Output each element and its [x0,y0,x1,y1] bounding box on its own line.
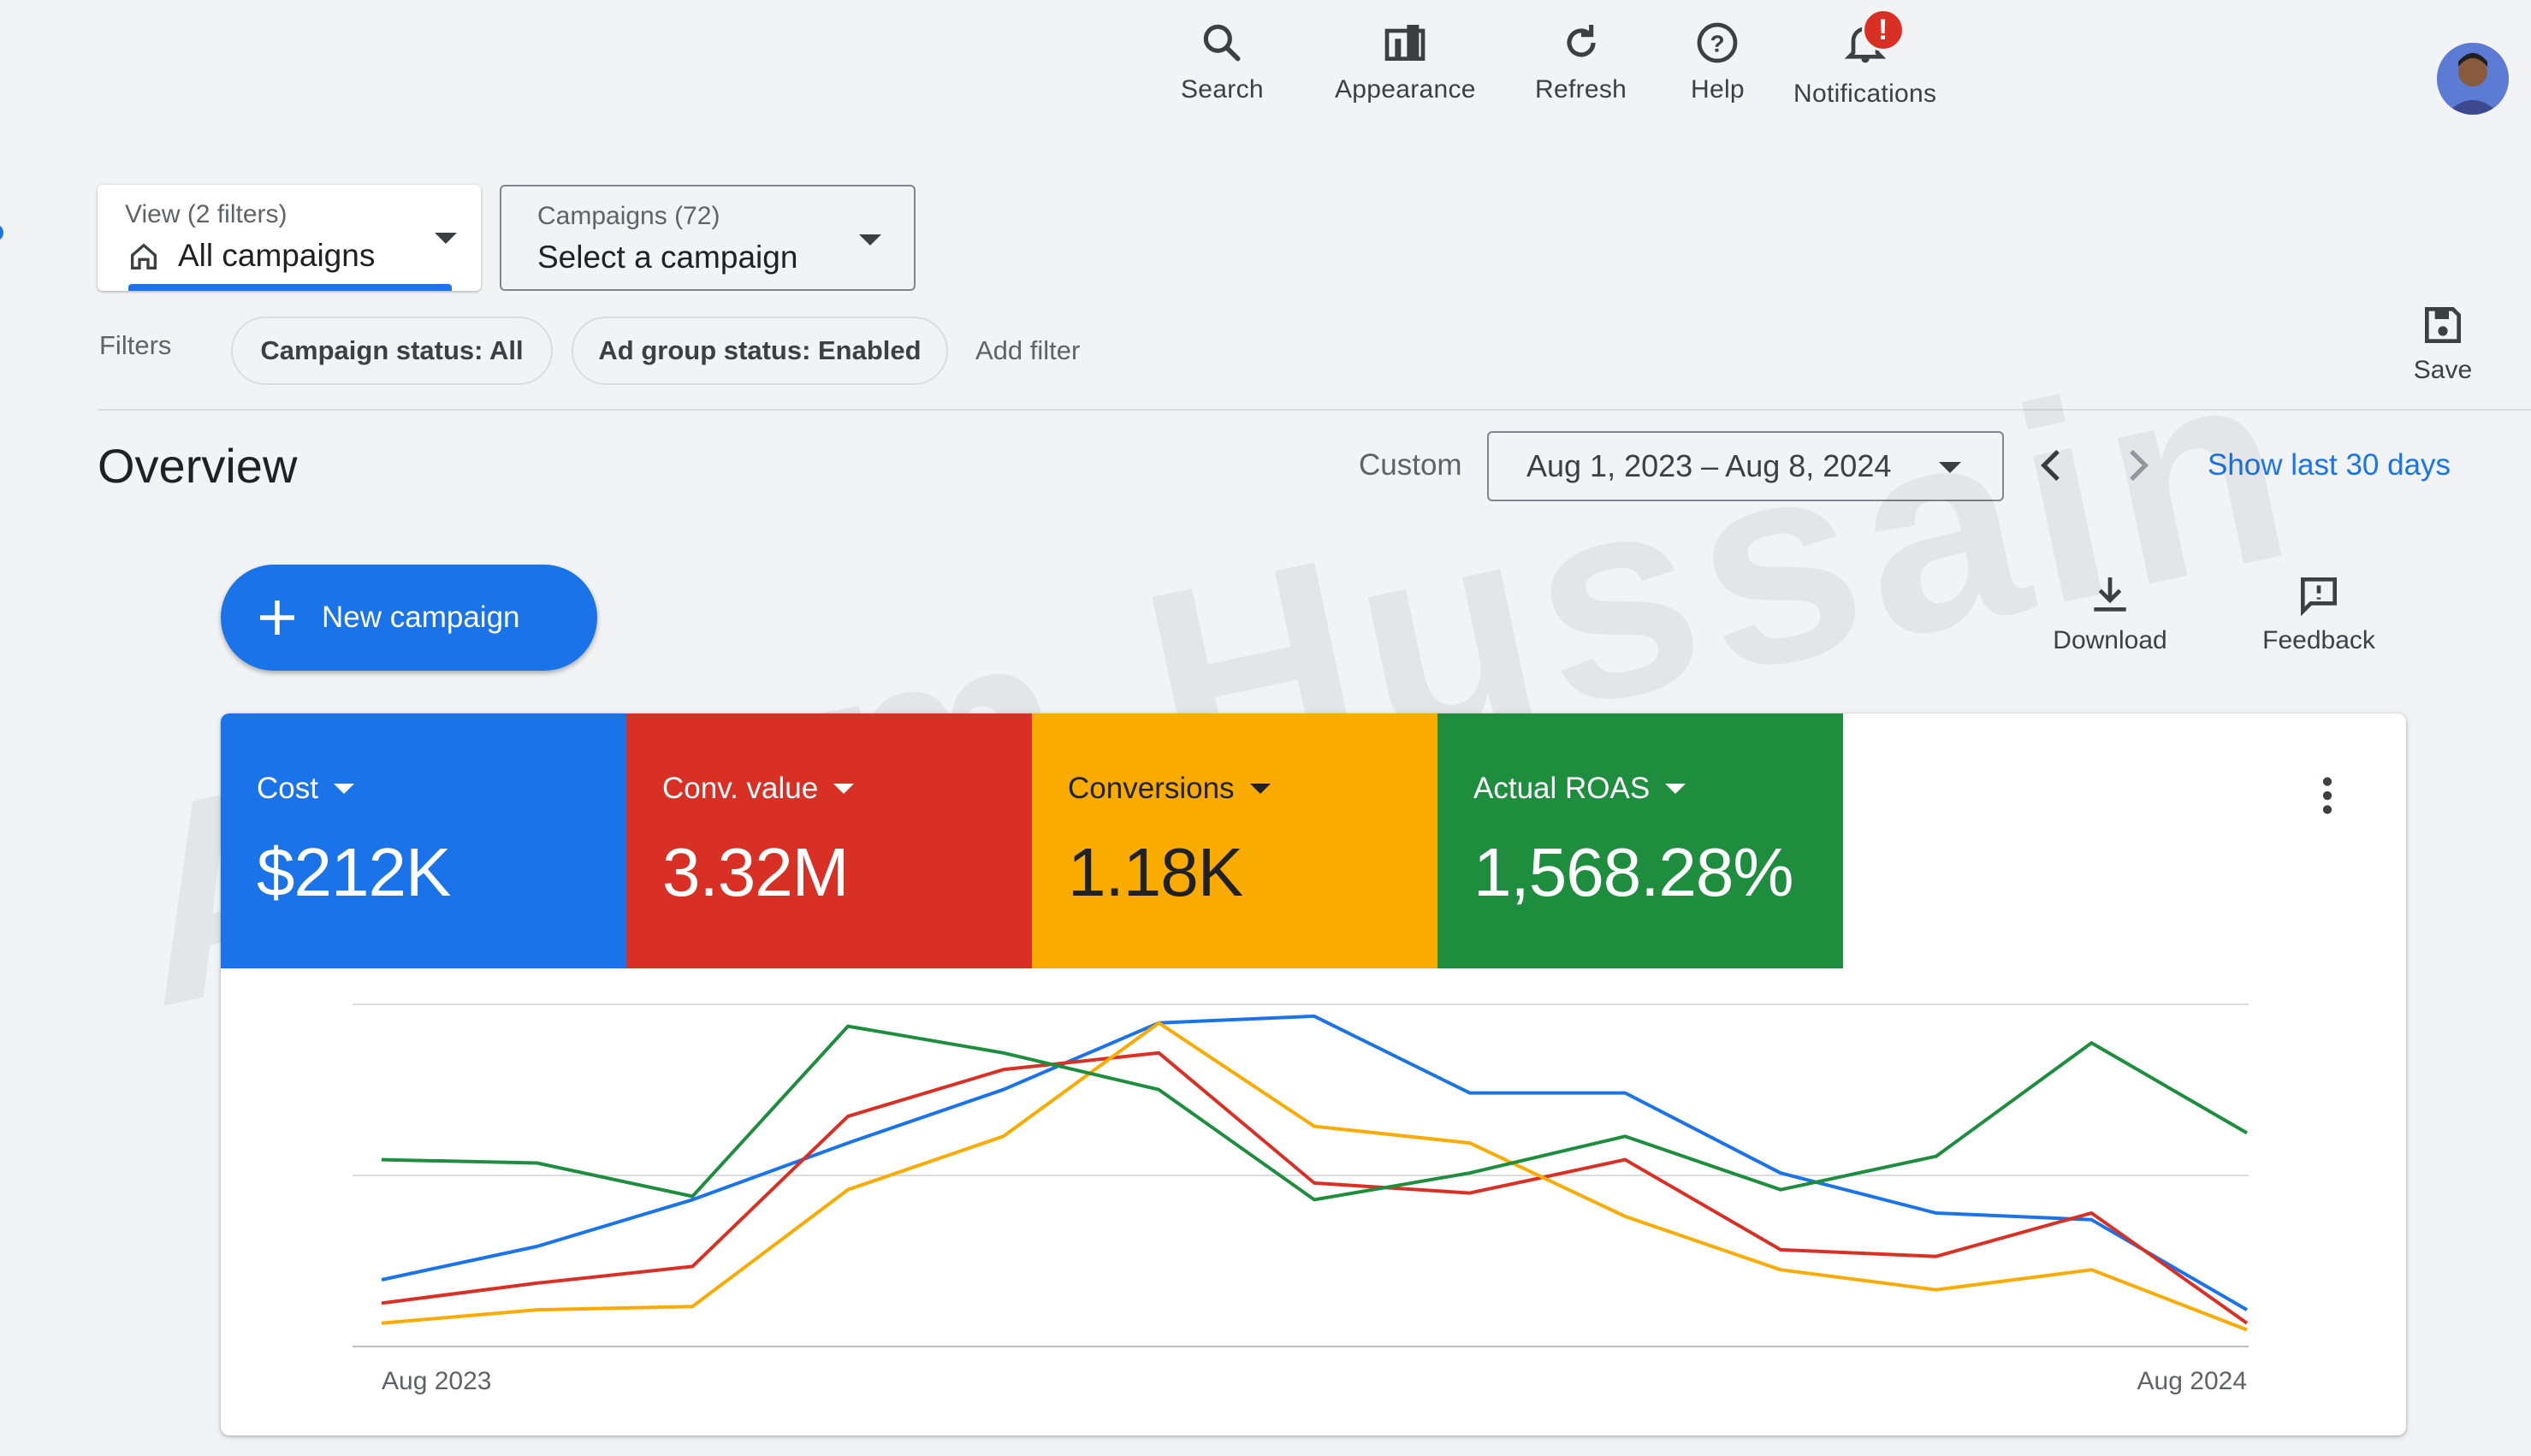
chevron-down-icon [1249,784,1271,794]
campaign-selector-value: Select a campaign [537,240,798,275]
help-icon: ? [1698,22,1738,63]
range-type-label: Custom [1359,448,1462,482]
chevron-down-icon [333,784,354,794]
refresh-label: Refresh [1535,75,1627,104]
metric-tile-conversions[interactable]: Conversions 1.18K [1032,713,1437,968]
download-icon [2094,577,2126,612]
x-tick-label: Aug 2024 [2137,1367,2247,1395]
refresh-button[interactable]: Refresh [1535,19,1627,104]
help-label: Help [1691,75,1745,104]
view-selector-value: All campaigns [178,238,376,273]
metric-tile-cost[interactable]: Cost $212K [221,713,626,968]
download-label: Download [2053,626,2167,654]
plus-icon [260,601,294,635]
view-selector[interactable]: View (2 filters) All campaigns [98,185,481,291]
view-selector-label: View (2 filters) [125,200,287,228]
feedback-icon [2301,577,2337,617]
filters-label: Filters [99,330,172,360]
feedback-button[interactable]: Feedback [2250,571,2387,655]
metric-tile-conv-value[interactable]: Conv. value 3.32M [626,713,1032,968]
series-line-actual-roas [381,1024,2249,1202]
svg-text:?: ? [1710,31,1725,57]
more-options-icon[interactable] [2310,772,2344,820]
metric-value: 1,568.28% [1473,834,1794,910]
performance-chart: Aug 2023 Aug 2024 [353,1003,2249,1395]
avatar[interactable] [2437,43,2509,115]
notifications-label: Notifications [1793,80,1937,108]
x-tick-label: Aug 2023 [382,1367,491,1395]
metric-value: 3.32M [662,834,849,910]
filter-chip-ad-group-status[interactable]: Ad group status: Enabled [572,317,948,385]
chevron-down-icon [435,233,457,244]
campaign-selector[interactable]: Campaigns (72) Select a campaign [500,185,916,291]
edge-indicator [0,224,3,241]
next-period-icon[interactable] [2113,441,2161,489]
metric-name: Cost [257,772,318,805]
divider [98,409,2531,411]
series-line-cost [381,1014,2249,1311]
filter-chip-campaign-status[interactable]: Campaign status: All [231,317,553,385]
search-icon [1204,24,1241,62]
date-range-picker[interactable]: Aug 1, 2023 – Aug 8, 2024 [1487,431,2004,501]
chevron-down-icon [833,784,855,794]
metric-tile-actual-roas[interactable]: Actual ROAS 1,568.28% [1437,713,1843,968]
metric-name: Actual ROAS [1473,772,1651,805]
series-line-conv-value [381,1051,2249,1325]
save-label: Save [2413,356,2473,384]
campaign-selector-label: Campaigns (72) [537,202,720,230]
chevron-down-icon [859,234,881,246]
appearance-icon [1385,25,1426,61]
metric-name: Conv. value [662,772,819,805]
save-icon [2425,307,2461,343]
chevron-down-icon [1939,462,1961,473]
download-button[interactable]: Download [2042,571,2178,655]
metric-value: $212K [257,834,451,910]
appearance-button[interactable]: Appearance [1335,19,1476,104]
notification-badge: ! [1861,9,1905,51]
series-line-conversions [381,1021,2248,1332]
add-filter-button[interactable]: Add filter [975,335,1081,365]
user-avatar-icon [2437,43,2509,115]
refresh-icon [1567,25,1596,57]
previous-period-icon[interactable] [2028,441,2076,489]
chevron-down-icon [1665,784,1686,794]
new-campaign-label: New campaign [322,601,520,634]
overview-card: Cost $212K Conv. value 3.32M Conversions… [221,713,2406,1435]
feedback-label: Feedback [2262,626,2375,654]
search-button[interactable]: Search [1181,19,1264,104]
notifications-button[interactable]: ! Notifications [1793,9,1937,109]
page-title: Overview [98,439,298,493]
view-selector-underline [128,284,452,291]
date-range-value: Aug 1, 2023 – Aug 8, 2024 [1526,448,1892,483]
home-icon [131,243,157,269]
new-campaign-button[interactable]: New campaign [221,565,597,671]
search-label: Search [1181,75,1264,104]
show-last-30-days-link[interactable]: Show last 30 days [2208,448,2451,482]
metric-value: 1.18K [1068,834,1243,910]
metric-name: Conversions [1068,772,1235,805]
save-button[interactable]: Save [2396,301,2490,385]
appearance-label: Appearance [1335,75,1476,104]
help-button[interactable]: ? Help [1691,19,1745,104]
